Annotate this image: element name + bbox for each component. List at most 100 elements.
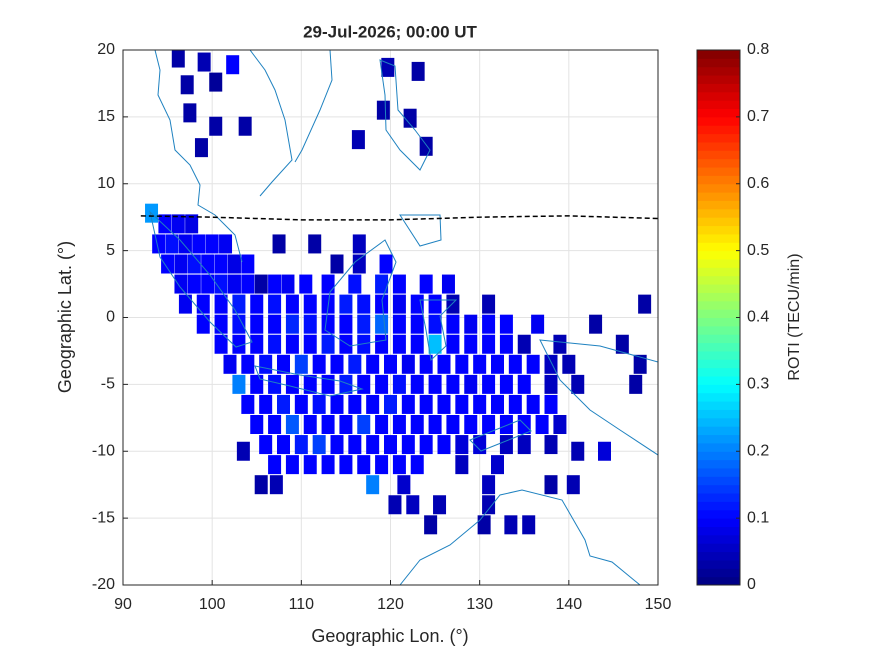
- cell: [227, 254, 241, 274]
- cell: [185, 214, 199, 234]
- colorbar-segment: [697, 526, 740, 536]
- cell: [419, 274, 433, 294]
- colorbar-segment: [697, 83, 740, 93]
- colorbar-segment: [697, 359, 740, 369]
- cell: [294, 354, 308, 374]
- coastline: [324, 239, 397, 347]
- cell: [330, 435, 344, 455]
- cell: [473, 394, 487, 414]
- cell: [330, 354, 344, 374]
- cell: [517, 374, 531, 394]
- y-tick-label: -15: [92, 509, 115, 526]
- cell: [268, 455, 282, 475]
- cell: [201, 254, 215, 274]
- cell: [424, 515, 438, 535]
- cell: [401, 354, 415, 374]
- cell: [152, 234, 166, 254]
- colorbar-segment: [697, 242, 740, 252]
- cell: [446, 314, 460, 334]
- cell: [351, 130, 365, 150]
- y-axis-label: Geographic Lat. (°): [55, 241, 75, 393]
- colorbar-segment: [697, 275, 740, 285]
- cell: [178, 234, 192, 254]
- x-tick-label: 110: [289, 596, 315, 613]
- cell: [180, 75, 194, 95]
- cell: [562, 354, 576, 374]
- cell: [419, 354, 433, 374]
- cell: [285, 294, 299, 314]
- colorbar-segment: [697, 392, 740, 402]
- colorbar-segment: [697, 384, 740, 394]
- cell: [482, 314, 496, 334]
- cell: [178, 294, 192, 314]
- cell: [428, 314, 442, 334]
- cell: [366, 435, 380, 455]
- cell: [268, 314, 282, 334]
- cell: [464, 334, 478, 354]
- coastline: [469, 419, 532, 452]
- cell: [633, 354, 647, 374]
- cell: [566, 475, 580, 495]
- cell: [299, 274, 313, 294]
- cell: [277, 435, 290, 455]
- cell: [187, 254, 201, 274]
- cell: [410, 374, 424, 394]
- cell: [615, 334, 629, 354]
- cell: [312, 394, 326, 414]
- colorbar-tick-label: 0.7: [747, 108, 769, 125]
- cell: [232, 374, 246, 394]
- colorbar-tick-label: 0.6: [747, 175, 769, 192]
- cell: [250, 374, 264, 394]
- colorbar-segment: [697, 543, 740, 553]
- cell: [544, 394, 558, 414]
- cell: [232, 314, 246, 334]
- colorbar-segment: [697, 376, 740, 385]
- cell: [428, 294, 442, 314]
- colorbar-segment: [697, 100, 740, 110]
- cell: [285, 314, 299, 334]
- cell: [209, 116, 223, 136]
- cell: [241, 354, 255, 374]
- axes: 90 100 110 120 130 140 150 -20 -15 -10 -5 0 5 10 15 20: [92, 41, 672, 613]
- colorbar-segment: [697, 451, 740, 461]
- colorbar-tick-label: 0.3: [747, 376, 769, 393]
- colorbar-segment: [697, 192, 740, 201]
- cell: [392, 334, 406, 354]
- cell: [321, 334, 335, 354]
- colorbar-segment: [697, 401, 740, 410]
- cell: [277, 354, 290, 374]
- cell: [183, 103, 197, 123]
- colorbar-segment: [697, 493, 740, 502]
- cell: [321, 374, 335, 394]
- colorbar-segment: [697, 233, 740, 243]
- colorbar-segment: [697, 108, 740, 118]
- cell: [499, 334, 513, 354]
- y-tick-label: 0: [106, 309, 115, 326]
- cell: [406, 495, 420, 515]
- cell: [473, 354, 487, 374]
- cell: [214, 334, 228, 354]
- colorbar-segment: [697, 476, 740, 486]
- coastline: [379, 59, 431, 171]
- cell: [357, 455, 371, 475]
- cell: [437, 435, 451, 455]
- cell: [375, 374, 389, 394]
- colorbar-segment: [697, 442, 740, 452]
- colorbar-segment: [697, 426, 740, 436]
- cell: [321, 455, 335, 475]
- cell: [254, 475, 268, 495]
- colorbar-segment: [697, 258, 740, 268]
- coastline: [149, 210, 253, 348]
- colorbar-segment: [697, 158, 740, 168]
- cell: [236, 441, 250, 461]
- colorbar-segment: [697, 167, 740, 176]
- cell: [171, 214, 185, 234]
- cell: [464, 415, 478, 434]
- cell: [464, 374, 478, 394]
- cell: [205, 234, 219, 254]
- cell: [303, 294, 317, 314]
- cell: [232, 294, 246, 314]
- cell: [285, 415, 299, 434]
- cell: [196, 314, 210, 334]
